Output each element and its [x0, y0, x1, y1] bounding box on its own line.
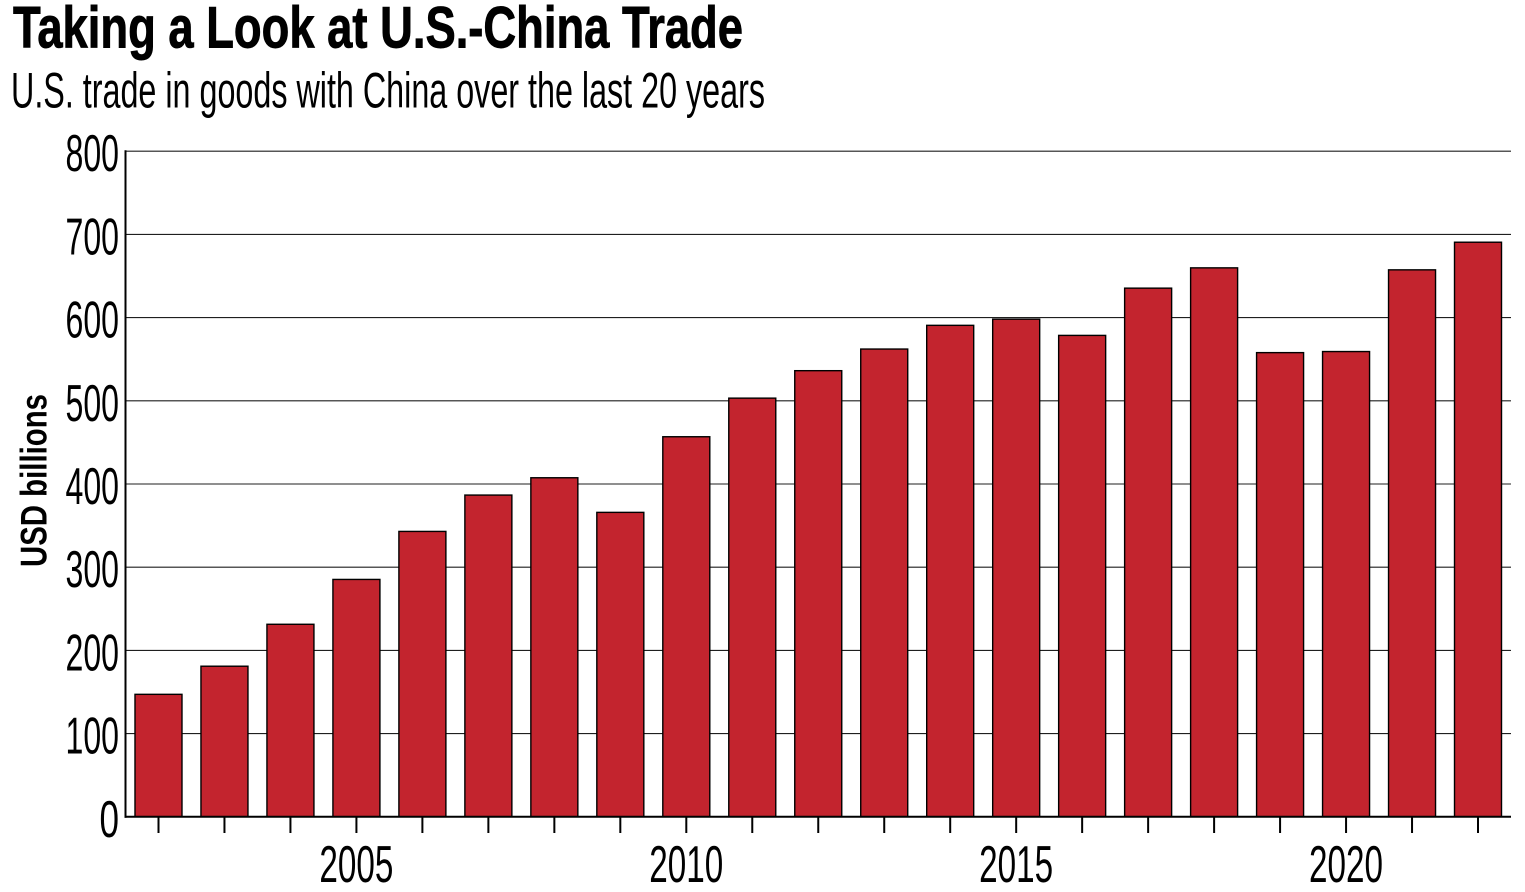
svg-text:700: 700 [66, 208, 120, 266]
svg-text:100: 100 [66, 708, 120, 766]
svg-text:2010: 2010 [649, 836, 723, 892]
svg-text:400: 400 [66, 458, 120, 516]
svg-text:U.S. trade in goods with China: U.S. trade in goods with China over the … [11, 61, 765, 118]
svg-text:0: 0 [100, 791, 120, 849]
svg-text:500: 500 [66, 375, 120, 433]
svg-text:2005: 2005 [319, 836, 393, 892]
svg-text:800: 800 [66, 125, 120, 183]
svg-text:300: 300 [66, 541, 120, 599]
svg-text:Taking a Look at U.S.-China Tr: Taking a Look at U.S.-China Trade [13, 0, 743, 61]
svg-text:200: 200 [66, 624, 120, 682]
svg-text:2015: 2015 [979, 836, 1053, 892]
svg-text:USD billions: USD billions [13, 394, 55, 567]
svg-text:600: 600 [66, 292, 120, 350]
svg-text:2020: 2020 [1309, 836, 1383, 892]
